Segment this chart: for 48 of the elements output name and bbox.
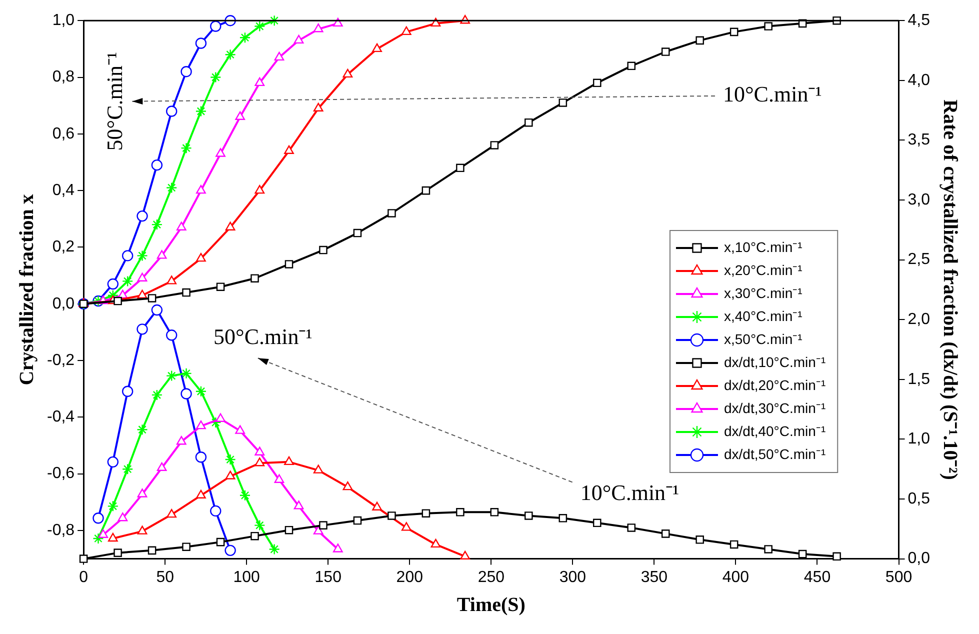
legend-label: dx/dt,50°C.min⁻¹	[724, 446, 826, 462]
annotation: 50°C.min⁻¹	[102, 52, 127, 151]
legend-label: x,20°C.min⁻¹	[724, 262, 803, 278]
x-tick-label: 400	[722, 568, 750, 586]
y2-tick-label: 2,0	[908, 311, 930, 328]
legend-label: dx/dt,40°C.min⁻¹	[724, 422, 826, 439]
legend-label: x,40°C.min⁻¹	[724, 308, 803, 324]
legend-label: x,50°C.min⁻¹	[724, 330, 803, 347]
y-tick-label: -0,4	[46, 408, 75, 426]
y-tick-label: 0,8	[52, 68, 75, 86]
annotation: 10°C.min⁻¹	[723, 82, 822, 107]
legend-label: dx/dt,30°C.min⁻¹	[724, 400, 826, 416]
x-tick-label: 500	[885, 568, 912, 586]
x-tick-label: 150	[314, 568, 342, 586]
y2-tick-label: 1,0	[908, 430, 930, 448]
y2-tick-label: 0,0	[908, 550, 930, 568]
y2-axis-title: Rate of crystallized fraction (dx/dt) (S⁻¹.10⁻²)	[938, 100, 961, 480]
y-tick-label: 0,2	[52, 238, 75, 256]
y-tick-label: -0,8	[46, 522, 75, 539]
legend-label: x,10°C.min⁻¹	[724, 238, 803, 255]
x-tick-label: 250	[478, 568, 505, 586]
legend-label: x,30°C.min⁻¹	[724, 284, 803, 301]
y2-tick-label: 1,5	[908, 370, 930, 388]
annotation: 10°C.min⁻¹	[580, 480, 680, 505]
y-axis-title: Crystallized fraction x	[16, 194, 38, 386]
y-tick-label: 0,6	[52, 125, 75, 142]
x-tick-label: 0	[79, 568, 88, 586]
y2-tick-label: 0,5	[908, 490, 930, 508]
y-tick-label: -0,6	[46, 465, 75, 482]
y2-tick-label: 4,0	[908, 72, 930, 89]
y2-tick-label: 2,5	[908, 251, 930, 268]
y2-tick-label: 3,0	[908, 191, 930, 208]
y-tick-label: 0,0	[52, 295, 75, 312]
x-axis-title: Time(S)	[456, 594, 526, 616]
x-tick-label: 450	[804, 568, 831, 586]
y-tick-label: 1,0	[52, 12, 75, 30]
x-tick-label: 50	[156, 568, 174, 586]
y2-tick-label: 4,5	[908, 12, 930, 30]
legend-label: dx/dt,20°C.min⁻¹	[724, 376, 826, 393]
x-tick-label: 300	[559, 568, 586, 586]
x-tick-label: 200	[396, 568, 424, 586]
annotation: 50°C.min⁻¹	[214, 324, 312, 349]
y-tick-label: 0,4	[52, 182, 75, 199]
x-tick-label: 350	[640, 568, 668, 586]
y2-tick-label: 3,5	[908, 132, 930, 149]
y-tick-label: -0,2	[46, 352, 75, 369]
x-tick-label: 100	[233, 568, 260, 586]
legend-label: dx/dt,10°C.min⁻¹	[724, 354, 826, 370]
